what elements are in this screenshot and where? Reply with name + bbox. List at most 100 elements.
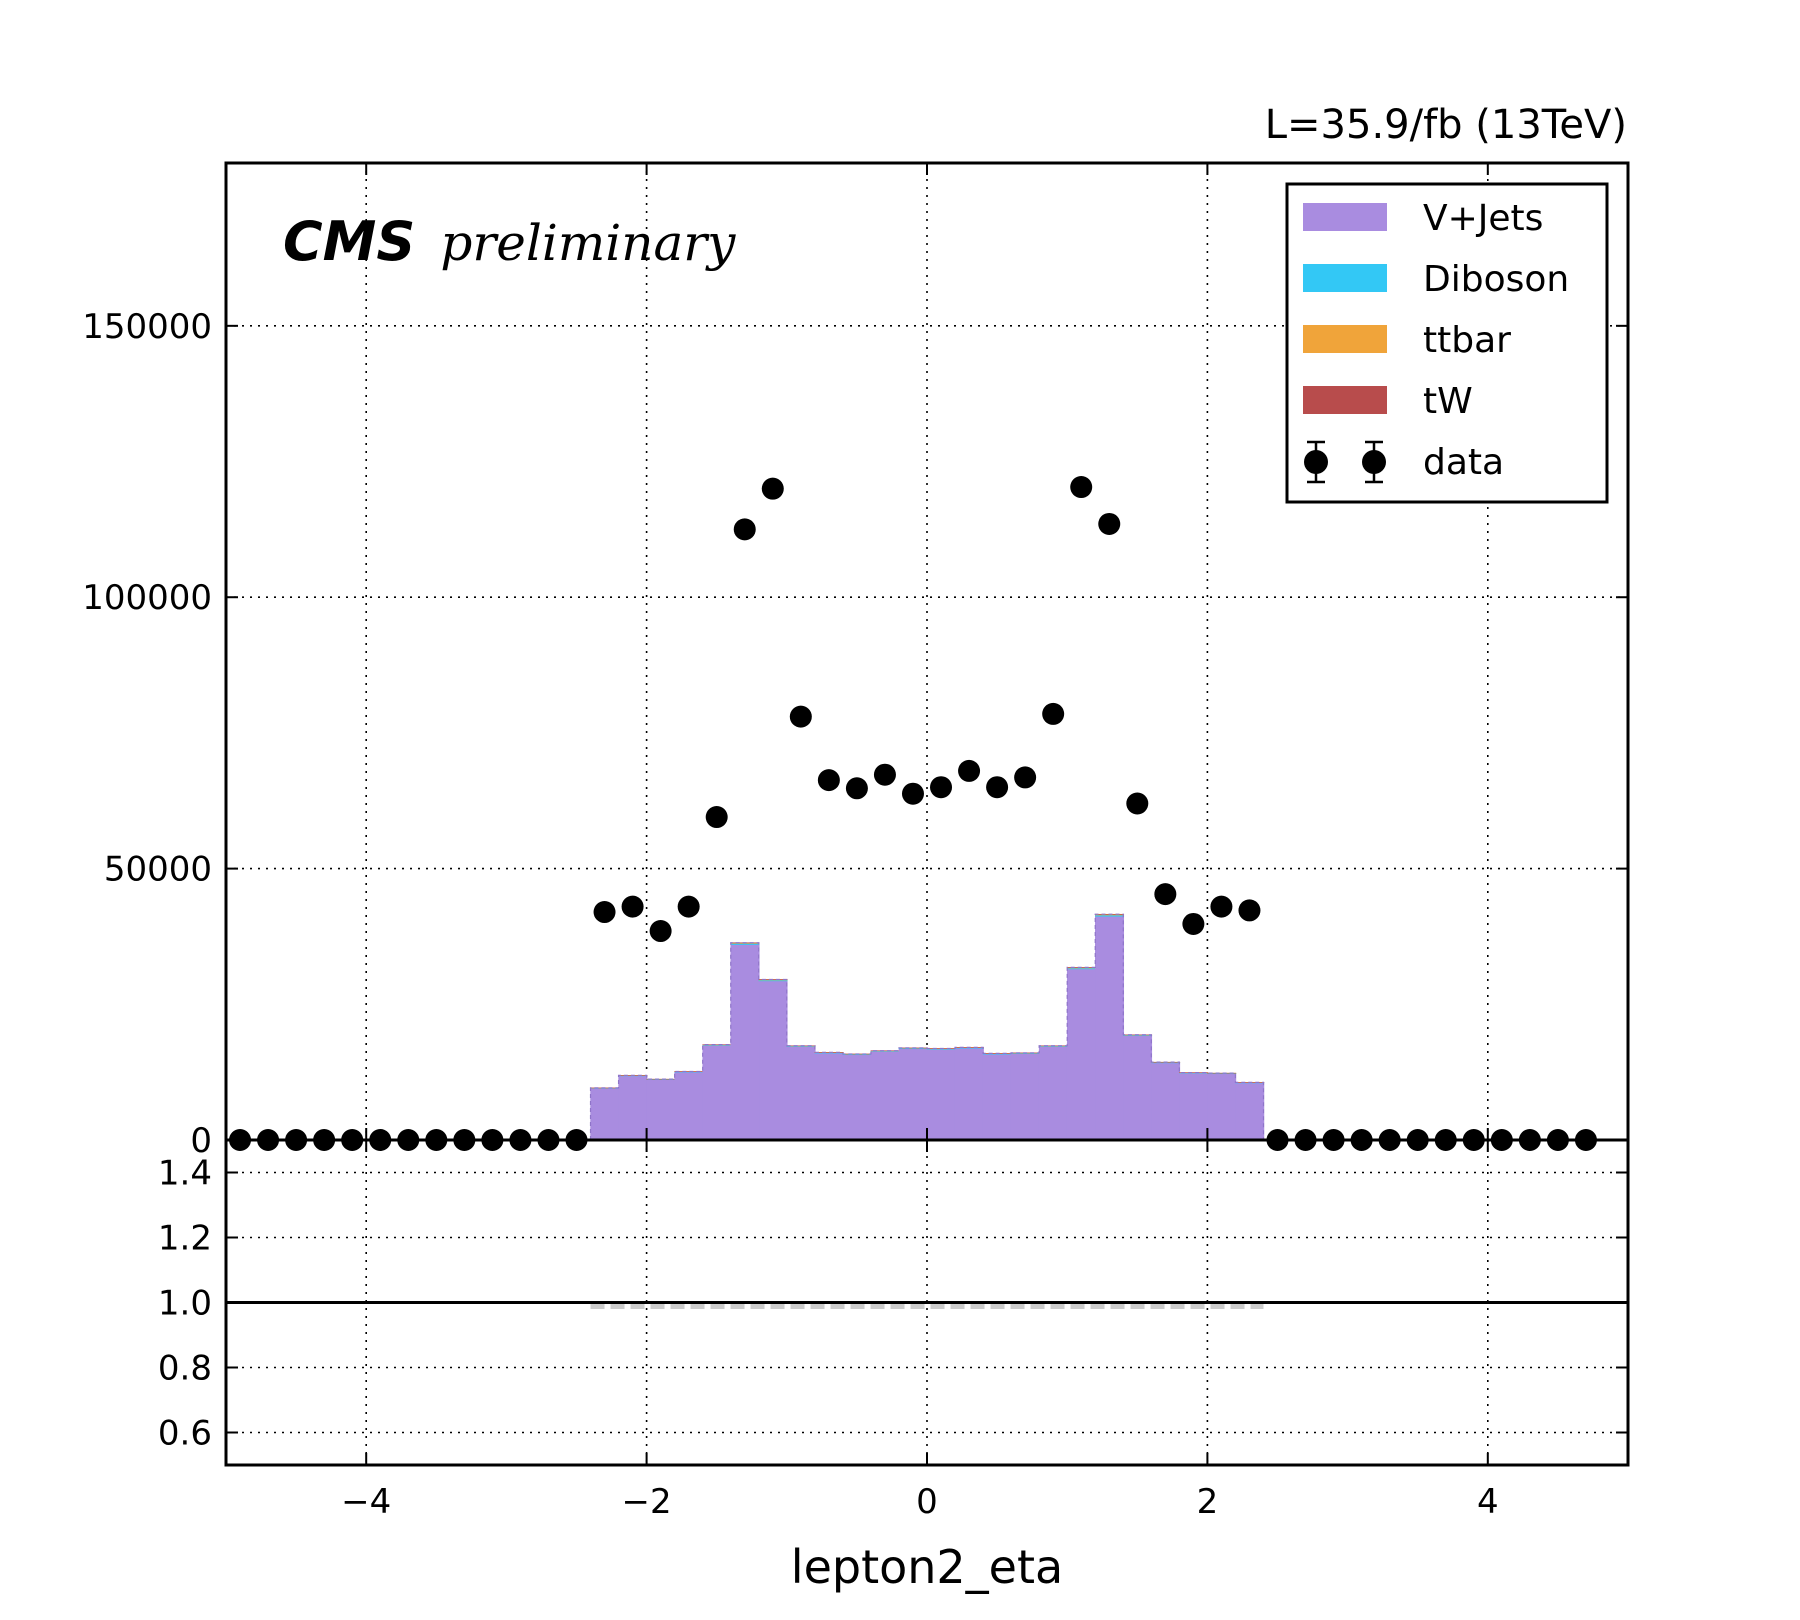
data-point-26	[958, 759, 981, 782]
xtick-label-0: −4	[341, 1482, 391, 1522]
bar-v-jets-11	[898, 1048, 928, 1141]
bar-v-jets-4	[702, 1045, 732, 1141]
ratio-panel: 0.6 0.8 1.0 1.2 1.4 −4 −2 0 2 4	[158, 1138, 1630, 1522]
data-point-25	[930, 776, 953, 799]
data-point-marker-29	[1042, 702, 1065, 725]
bar-v-jets-9	[842, 1054, 872, 1141]
data-point-18	[733, 518, 756, 541]
bar-v-jets-21	[1179, 1072, 1209, 1141]
data-point-marker-25	[930, 776, 953, 799]
x-axis-label: lepton2_eta	[791, 1540, 1063, 1594]
xtick-label-3: 2	[1197, 1482, 1219, 1522]
data-point-15	[649, 920, 672, 943]
data-point-marker-26	[958, 759, 981, 782]
data-point-35	[1210, 895, 1233, 918]
ratio-ytick-label-0: 0.6	[158, 1414, 212, 1454]
stack-outline	[589, 913, 1265, 1140]
data-point-13	[593, 901, 616, 924]
legend-swatch-vjets	[1303, 203, 1387, 231]
bar-v-jets-6	[758, 980, 788, 1141]
bar-v-jets-12	[926, 1049, 956, 1141]
bar-v-jets-2	[646, 1079, 676, 1141]
data-point-30	[1070, 476, 1093, 499]
legend-swatch-diboson	[1303, 264, 1387, 292]
legend-marker-data	[1304, 440, 1386, 484]
data-point-marker-21	[817, 769, 840, 792]
cms-status-label: preliminary	[440, 214, 736, 272]
data-point-33	[1154, 883, 1177, 906]
bar-v-jets-13	[954, 1048, 984, 1141]
bar-v-jets-0	[590, 1088, 620, 1141]
ratio-y-tick-labels: 0.6 0.8 1.0 1.2 1.4	[158, 1154, 212, 1454]
bar-v-jets-16	[1038, 1046, 1068, 1141]
legend-swatch-tw	[1303, 386, 1387, 414]
bar-v-jets-10	[870, 1051, 900, 1141]
data-point-marker-34	[1182, 912, 1205, 935]
bar-v-jets-14	[982, 1053, 1012, 1141]
main-stack-bars	[589, 913, 1265, 1141]
ratio-ytick-label-3: 1.2	[158, 1219, 212, 1259]
bar-v-jets-3	[674, 1071, 704, 1141]
ratio-ytick-label-1: 0.8	[158, 1349, 212, 1389]
data-point-16	[677, 895, 700, 918]
data-point-23	[873, 763, 896, 786]
data-point-22	[845, 777, 868, 800]
data-point-31	[1098, 512, 1121, 535]
data-point-21	[817, 769, 840, 792]
data-point-marker-13	[593, 901, 616, 924]
data-point-marker-35	[1210, 895, 1233, 918]
legend-label-tw: tW	[1423, 381, 1473, 422]
data-point-34	[1182, 912, 1205, 935]
bar-v-jets-19	[1123, 1035, 1153, 1141]
bar-v-jets-18	[1094, 916, 1125, 1141]
main-panel: 0 50000 100000 150000 CMS preliminary V+Jet…	[82, 161, 1630, 1161]
data-point-marker-15	[649, 920, 672, 943]
cms-label: CMS preliminary	[283, 210, 736, 273]
data-point-marker-24	[901, 782, 924, 805]
legend: V+Jets Diboson ttbar tW data	[1285, 182, 1609, 504]
data-point-marker-19	[761, 477, 784, 500]
data-point-32	[1126, 792, 1149, 815]
xtick-label-4: 4	[1477, 1482, 1499, 1522]
data-point-marker-14	[621, 895, 644, 918]
main-y-tick-labels: 0 50000 100000 150000	[82, 307, 212, 1161]
data-point-marker-31	[1098, 512, 1121, 535]
data-point-27	[986, 776, 1009, 799]
bar-v-jets-1	[618, 1075, 648, 1141]
legend-label-data: data	[1423, 442, 1504, 483]
data-point-marker-30	[1070, 476, 1093, 499]
bar-v-jets-7	[786, 1046, 816, 1141]
data-point-marker-27	[986, 776, 1009, 799]
data-point-marker-23	[873, 763, 896, 786]
data-point-14	[621, 895, 644, 918]
ratio-axis-ticks	[226, 1140, 1628, 1465]
legend-label-diboson: Diboson	[1423, 259, 1569, 300]
data-point-marker-20	[789, 705, 812, 728]
bar-v-jets-8	[814, 1052, 844, 1141]
data-point-marker-17	[705, 806, 728, 829]
main-ytick-label-1: 50000	[104, 850, 212, 890]
data-point-marker-33	[1154, 883, 1177, 906]
cms-experiment-label: CMS	[283, 210, 415, 273]
data-point-19	[761, 477, 784, 500]
data-point-17	[705, 806, 728, 829]
xtick-label-1: −2	[622, 1482, 672, 1522]
bar-v-jets-23	[1235, 1082, 1265, 1141]
bar-v-jets-5	[730, 944, 760, 1141]
data-point-36	[1238, 899, 1261, 922]
bar-v-jets-15	[1010, 1053, 1040, 1141]
data-point-29	[1042, 702, 1065, 725]
data-point-28	[1014, 766, 1037, 789]
xtick-label-2: 0	[916, 1482, 938, 1522]
data-point-24	[901, 782, 924, 805]
data-point-marker-18	[733, 518, 756, 541]
bar-v-jets-17	[1066, 968, 1096, 1141]
data-point-marker-36	[1238, 899, 1261, 922]
main-ytick-label-0: 0	[190, 1121, 212, 1161]
luminosity-label: L=35.9/fb (13TeV)	[1265, 102, 1627, 148]
ratio-ytick-label-2: 1.0	[158, 1284, 212, 1324]
data-point-marker-32	[1126, 792, 1149, 815]
data-point-20	[789, 705, 812, 728]
main-ytick-label-2: 100000	[82, 578, 212, 618]
